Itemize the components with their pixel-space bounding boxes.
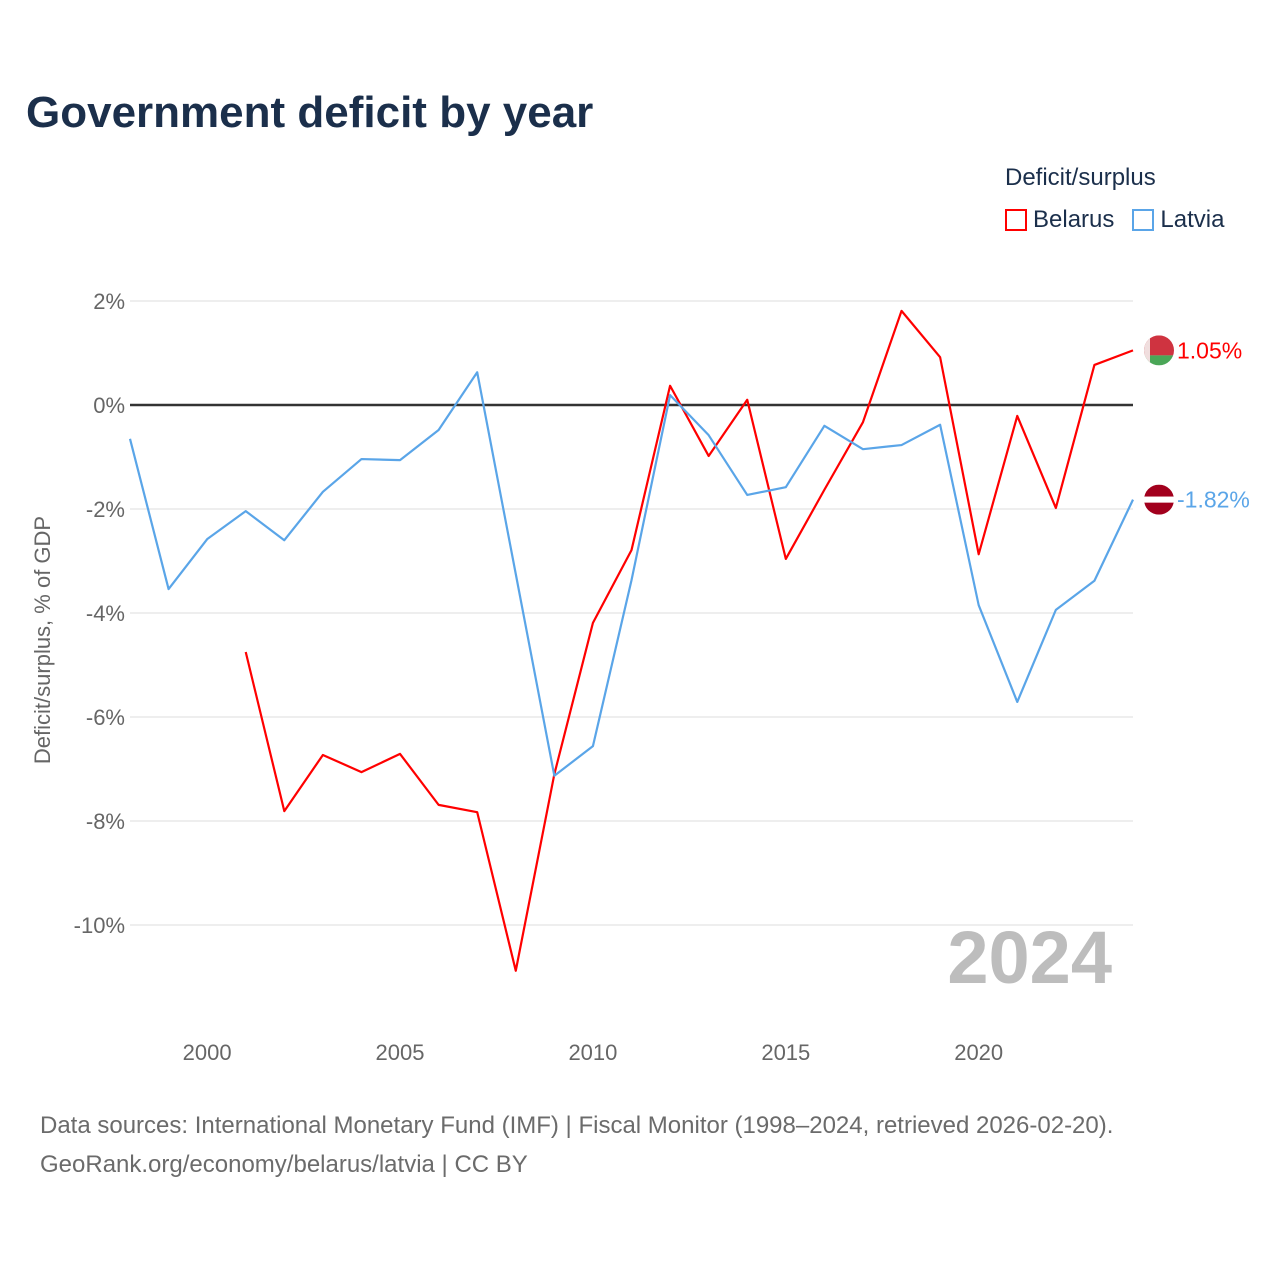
legend-label: Latvia [1160, 206, 1225, 233]
x-tick-label: 2020 [954, 1040, 1003, 1065]
series-line-latvia [128, 371, 1134, 777]
attribution: GeoRank.org/economy/belarus/latvia | CC … [40, 1151, 528, 1178]
y-tick-label: -4% [86, 601, 125, 626]
flag-belarus-icon [1144, 335, 1174, 366]
y-tick-label: 0% [93, 393, 125, 418]
y-tick-label: -6% [86, 705, 125, 730]
legend-item-latvia[interactable]: Latvia [1132, 206, 1224, 234]
x-tick-label: 2005 [376, 1040, 425, 1065]
footer: Data sources: International Monetary Fun… [40, 1106, 1113, 1184]
year-watermark: 2024 [947, 916, 1112, 999]
y-axis-label: Deficit/surplus, % of GDP [30, 516, 55, 764]
chart-title: Government deficit by year [26, 88, 594, 137]
x-tick-label: 2015 [761, 1040, 810, 1065]
legend-title: Deficit/surplus [1005, 164, 1156, 191]
end-value-label-latvia: -1.82% [1177, 487, 1250, 513]
legend: Belarus Latvia [1005, 206, 1224, 234]
y-tick-label: 2% [93, 289, 125, 314]
data-sources: Data sources: International Monetary Fun… [40, 1112, 1114, 1139]
flag-latvia-icon [1144, 484, 1174, 515]
legend-swatch [1132, 209, 1155, 231]
series-line-belarus [244, 309, 1134, 972]
y-tick-label: -8% [86, 809, 125, 834]
y-tick-label: -10% [74, 913, 125, 938]
end-value-label-belarus: 1.05% [1177, 337, 1242, 363]
legend-label: Belarus [1033, 206, 1115, 233]
x-tick-label: 2010 [568, 1040, 617, 1065]
legend-item-belarus[interactable]: Belarus [1005, 206, 1114, 234]
legend-swatch [1005, 209, 1027, 231]
x-tick-label: 2000 [183, 1040, 232, 1065]
y-tick-label: -2% [86, 497, 125, 522]
